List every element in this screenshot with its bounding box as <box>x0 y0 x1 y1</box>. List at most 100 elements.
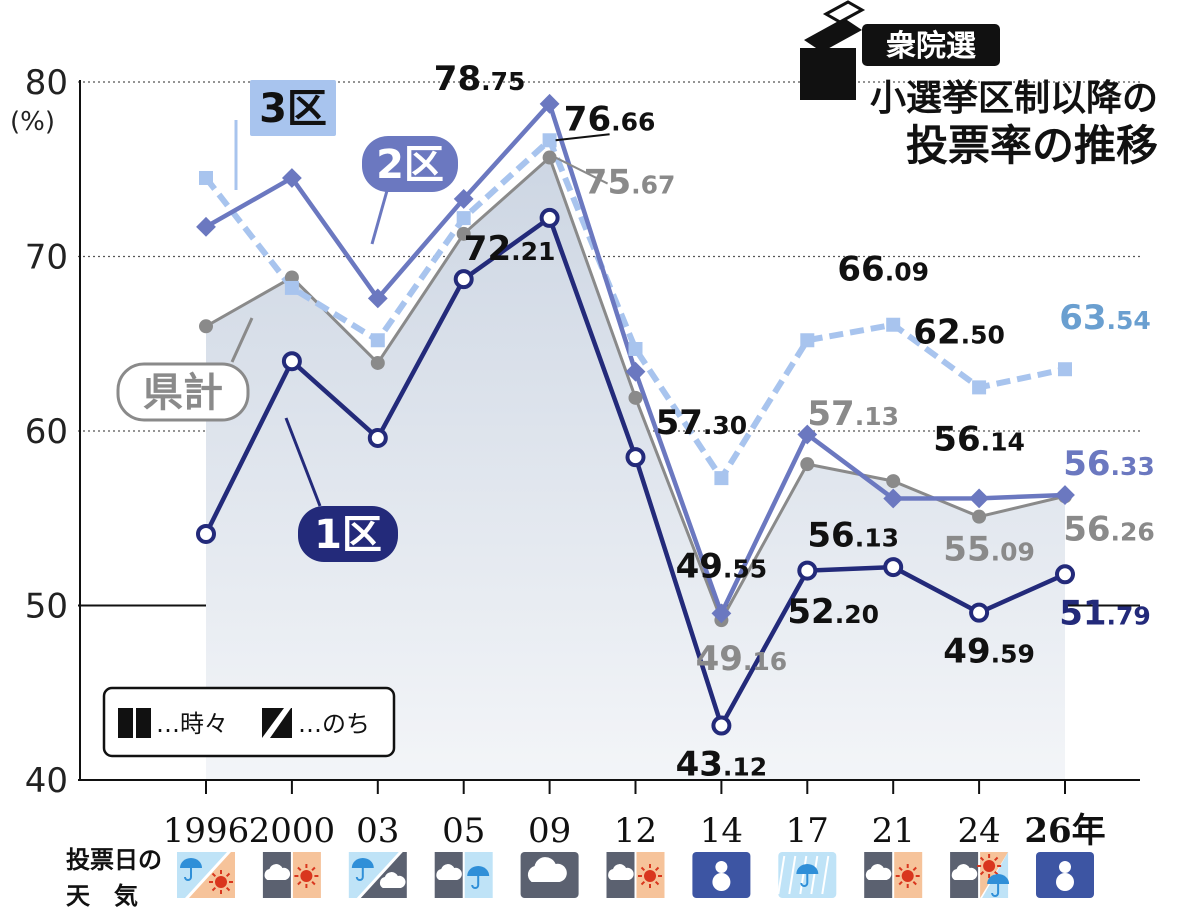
value-label: 75.67 <box>584 163 676 203</box>
x-tick-label: 05 <box>442 811 485 851</box>
x-tick-label: 17 <box>786 811 829 851</box>
slash-square-icon <box>262 708 292 738</box>
snowman-body <box>712 873 731 891</box>
x-tick-label: 24 <box>957 811 1000 851</box>
value-label: 76.66 <box>564 99 656 139</box>
district3-point <box>456 211 471 226</box>
cloud-icon <box>379 872 406 888</box>
value-label: 51.79 <box>1059 593 1151 633</box>
x-tick-label: 1996 <box>163 811 250 851</box>
sun-ray <box>912 880 917 886</box>
district3-point <box>542 133 557 148</box>
weather-icon-2000 <box>262 852 321 898</box>
weather-legend: …時々 …のち <box>102 686 396 758</box>
rain-streak <box>799 855 808 895</box>
x-tick-label: 12 <box>614 811 657 851</box>
umbrella-handle <box>991 884 1000 897</box>
value-label: 63.54 <box>1059 298 1151 338</box>
district3-tag-label: 3区 <box>259 86 327 132</box>
title-block: 衆院選 小選挙区制以降の 投票率の推移 <box>800 0 1158 170</box>
weather-row-label-line2: 天 気 <box>66 882 138 910</box>
leader-line <box>555 156 609 185</box>
axis-layer: 1996 2000 03 05 09 12 14 17 21 24 26年 <box>78 80 1140 851</box>
legend-split-label: …時々 <box>156 710 228 738</box>
prefecture-point <box>800 457 815 472</box>
sun-ray <box>211 872 217 878</box>
sun-ray <box>640 880 646 886</box>
x-tick-label: 26年 <box>1024 811 1105 851</box>
sun-ray <box>654 880 660 886</box>
sun-icon <box>300 870 313 882</box>
rain-streak <box>821 855 830 895</box>
y-tick-label: 80 <box>25 63 68 103</box>
weather-icon-24 <box>950 852 1010 898</box>
snowman-body <box>1056 873 1074 891</box>
rain-streak <box>810 855 819 895</box>
district2-point <box>1055 485 1075 505</box>
value-label: 49.55 <box>676 546 768 586</box>
x-tick-label: 14 <box>700 811 743 851</box>
cloud-icon <box>436 864 462 880</box>
sun-ray <box>979 870 985 876</box>
district2-point <box>453 189 474 209</box>
leader-line <box>555 133 610 142</box>
value-label: 49.16 <box>696 639 788 679</box>
prefecture-point <box>370 355 385 370</box>
sun-ray <box>898 866 903 872</box>
cloud-icon <box>608 864 634 880</box>
sun-icon <box>215 876 227 888</box>
district3-point <box>370 333 385 348</box>
value-label: 56.26 <box>1063 509 1155 549</box>
district1-point <box>281 351 302 372</box>
umbrella-handle <box>184 868 192 881</box>
y-tick-label: 50 <box>25 587 68 627</box>
sun-ray <box>311 866 316 872</box>
umbrella-icon <box>796 864 819 874</box>
umbrella-handle <box>800 874 809 887</box>
district3-tag-background <box>250 80 336 136</box>
district1-tag-background <box>298 506 398 562</box>
x-tick-label: 2000 <box>249 811 336 851</box>
district1-tag-pointer <box>284 417 322 507</box>
district2-tag-background <box>362 136 458 192</box>
sun-icon <box>644 870 656 882</box>
cloud-icon <box>527 857 567 882</box>
value-label: 56.14 <box>933 419 1025 459</box>
weather-icon-1996 <box>177 852 235 898</box>
district3-point <box>628 341 643 356</box>
district3-point <box>284 280 299 295</box>
sun-ray <box>297 866 302 872</box>
district1-point <box>196 523 216 544</box>
district2-point <box>797 424 818 445</box>
value-label: 62.50 <box>913 312 1005 352</box>
sun-ray <box>994 870 999 876</box>
value-label: 57.13 <box>807 394 899 434</box>
sun-ray <box>994 856 999 862</box>
weather-icon-17 <box>777 852 837 898</box>
value-label: 56.33 <box>1063 444 1155 484</box>
weather-icon-12 <box>606 852 665 898</box>
sun-ray <box>898 880 903 886</box>
district1-point <box>453 269 474 290</box>
prefecture-tag-pointer <box>230 317 254 363</box>
badge-background <box>862 24 1000 66</box>
district1-point <box>969 602 990 623</box>
sun-ray <box>311 880 316 886</box>
umbrella-icon <box>987 874 1010 884</box>
title-line1: 小選挙区制以降の <box>870 78 1158 119</box>
ballot-box-icon <box>800 0 866 100</box>
cloud-icon <box>865 864 892 880</box>
weather-icon-21 <box>864 852 923 898</box>
umbrella-handle <box>471 876 480 889</box>
snowman-icon <box>1059 861 1071 873</box>
sun-ray <box>979 856 985 862</box>
weather-icon-14 <box>692 852 751 898</box>
x-tick-label: 09 <box>528 811 571 851</box>
district2-point <box>282 168 302 188</box>
value-label: 57.30 <box>656 403 748 443</box>
sun-ray <box>640 866 646 872</box>
value-label: 78.75 <box>434 59 526 99</box>
value-label: 55.09 <box>943 530 1035 570</box>
district2-point <box>196 216 216 237</box>
annotation-layer: 78.75 76.66 75.67 72.21 57.30 49.55 49.16 43.12… <box>434 59 1155 785</box>
